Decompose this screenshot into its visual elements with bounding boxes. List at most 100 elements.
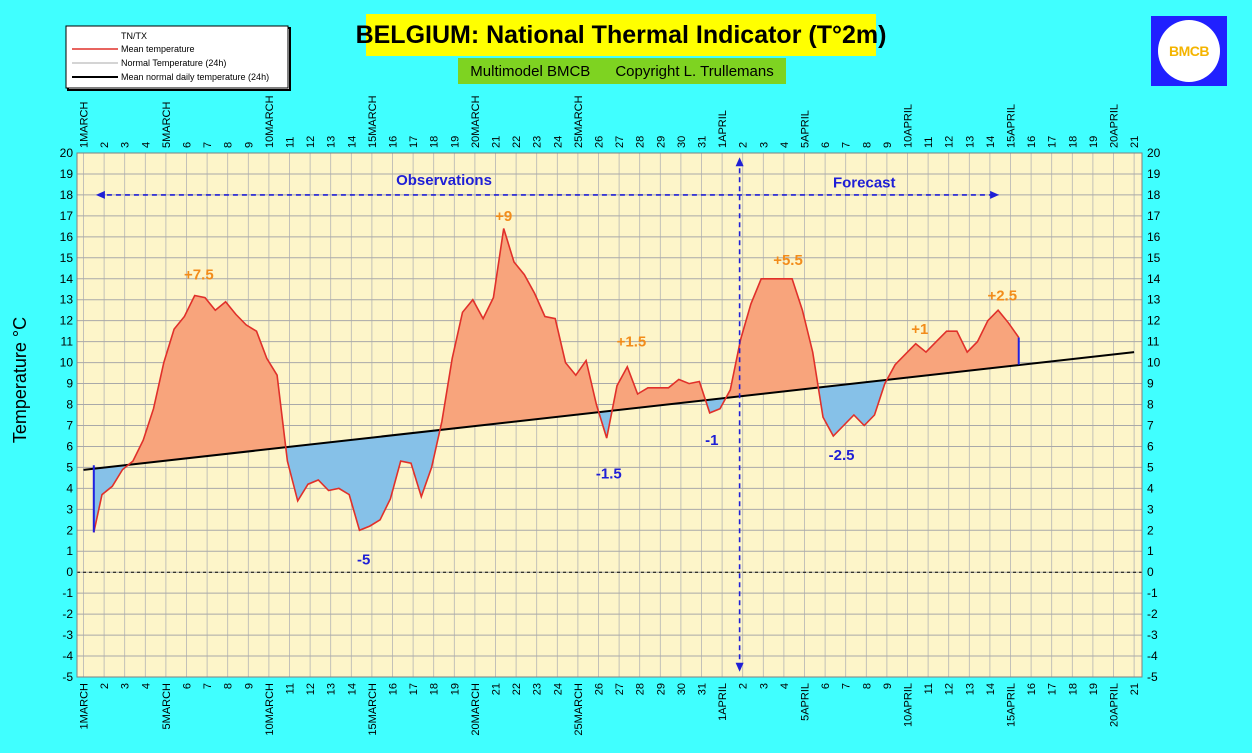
x-tick-label-top: 25MARCH	[573, 95, 585, 148]
x-tick-label-top: 9	[243, 142, 255, 148]
x-tick-label-bottom: 5MARCH	[161, 683, 173, 730]
y-tick-label-left: 18	[60, 188, 74, 202]
y-tick-label-left: 3	[66, 502, 73, 516]
chart-annotation: +2.5	[987, 288, 1017, 305]
x-tick-label-bottom: 30	[676, 683, 688, 695]
x-tick-label-bottom: 10APRIL	[903, 683, 915, 727]
x-tick-label-top: 23	[532, 136, 544, 148]
x-tick-label-bottom: 18	[429, 683, 441, 695]
x-tick-label-top: 29	[655, 136, 667, 148]
x-tick-label-bottom: 14	[985, 683, 997, 695]
x-tick-label-bottom: 11	[923, 683, 935, 694]
y-tick-label-left: -2	[62, 607, 73, 621]
y-tick-label-right: 9	[1147, 377, 1154, 391]
chart-annotation: Observations	[396, 172, 492, 189]
x-tick-label-bottom: 2	[738, 683, 750, 689]
y-tick-label-right: 0	[1147, 565, 1154, 579]
x-tick-label-bottom: 20APRIL	[1109, 683, 1121, 727]
y-tick-label-left: 2	[66, 523, 73, 537]
x-tick-label-bottom: 5APRIL	[800, 683, 812, 721]
chart-annotation: +5.5	[773, 252, 803, 269]
x-tick-label-bottom: 28	[635, 683, 647, 695]
x-tick-label-top: 22	[511, 136, 523, 148]
x-tick-label-bottom: 1MARCH	[79, 683, 91, 730]
x-tick-label-bottom: 18	[1067, 683, 1079, 695]
y-tick-label-right: 16	[1147, 230, 1161, 244]
x-tick-label-bottom: 21	[491, 683, 503, 695]
x-tick-label-top: 7	[841, 142, 853, 148]
y-tick-label-right: 1	[1147, 544, 1154, 558]
y-tick-label-left: 13	[60, 293, 74, 307]
x-tick-label-bottom: 1APRIL	[717, 683, 729, 721]
x-tick-label-top: 8	[223, 142, 235, 148]
x-tick-label-bottom: 6	[820, 683, 832, 689]
x-tick-label-bottom: 15MARCH	[367, 683, 379, 736]
y-tick-label-right: 3	[1147, 502, 1154, 516]
y-tick-label-right: 18	[1147, 188, 1161, 202]
x-tick-label-bottom: 19	[1088, 683, 1100, 695]
x-tick-label-bottom: 7	[202, 683, 214, 689]
x-tick-label-top: 16	[1026, 136, 1038, 148]
x-tick-label-bottom: 13	[964, 683, 976, 695]
y-tick-label-right: 11	[1147, 335, 1160, 349]
x-tick-label-bottom: 9	[243, 683, 255, 689]
x-tick-label-top: 4	[140, 142, 152, 148]
x-tick-label-bottom: 7	[841, 683, 853, 689]
x-tick-label-top: 26	[594, 136, 606, 148]
x-tick-label-top: 10APRIL	[903, 104, 915, 148]
x-tick-label-top: 30	[676, 136, 688, 148]
y-tick-label-left: 15	[60, 251, 74, 265]
y-tick-label-left: 7	[66, 418, 73, 432]
legend-entry: Mean normal daily temperature (24h)	[121, 72, 269, 82]
plot-border	[76, 152, 1143, 678]
chart-subtitle: Multimodel BMCB Copyright L. Trullemans	[458, 58, 786, 84]
x-tick-label-bottom: 8	[861, 683, 873, 689]
y-tick-label-left: 10	[60, 356, 74, 370]
y-tick-label-left: 17	[60, 209, 74, 223]
x-tick-label-bottom: 2	[99, 683, 111, 689]
chart-annotation: +1.5	[617, 334, 647, 351]
x-tick-label-top: 21	[491, 136, 503, 148]
x-tick-label-top: 31	[697, 136, 709, 148]
chart-title: BELGIUM: National Thermal Indicator (T°2…	[356, 14, 886, 56]
y-tick-label-left: -1	[62, 586, 73, 600]
bmcb-logo-text: BMCB	[1158, 20, 1220, 82]
mean-temperature-line	[93, 228, 1020, 533]
x-tick-label-bottom: 26	[594, 683, 606, 695]
x-tick-label-top: 19	[449, 136, 461, 148]
x-tick-label-top: 10MARCH	[264, 95, 276, 148]
bmcb-logo: BMCB	[1151, 16, 1227, 86]
y-tick-label-right: 12	[1147, 314, 1161, 328]
y-tick-label-left: 9	[66, 377, 73, 391]
y-tick-label-right: 19	[1147, 167, 1161, 181]
y-tick-label-right: -5	[1147, 670, 1158, 684]
x-tick-label-bottom: 11	[285, 683, 297, 694]
y-tick-label-right: 7	[1147, 418, 1154, 432]
x-tick-label-bottom: 9	[882, 683, 894, 689]
y-tick-label-right: 10	[1147, 356, 1161, 370]
y-tick-label-right: 4	[1147, 481, 1154, 495]
x-tick-label-top: 28	[635, 136, 647, 148]
x-tick-label-top: 13	[964, 136, 976, 148]
x-tick-label-bottom: 20MARCH	[470, 683, 482, 736]
chart-annotation: -1	[705, 432, 718, 449]
chart-annotation: -1.5	[596, 466, 622, 483]
x-tick-label-top: 4	[779, 142, 791, 148]
x-tick-label-top: 2	[738, 142, 750, 148]
y-tick-label-right: -4	[1147, 649, 1158, 663]
x-tick-label-bottom: 12	[944, 683, 956, 695]
y-tick-label-left: 8	[66, 398, 73, 412]
x-tick-label-bottom: 4	[779, 683, 791, 689]
x-tick-label-top: 6	[820, 142, 832, 148]
legend-entry: Normal Temperature (24h)	[121, 58, 226, 68]
y-tick-label-left: 14	[60, 272, 74, 286]
x-tick-label-top: 5MARCH	[161, 101, 173, 148]
y-tick-label-right: 13	[1147, 293, 1161, 307]
y-tick-label-right: 2	[1147, 523, 1154, 537]
x-tick-label-top: 7	[202, 142, 214, 148]
x-tick-label-top: 18	[429, 136, 441, 148]
y-axis-label: Temperature °C	[10, 317, 30, 443]
y-tick-label-left: 6	[66, 439, 73, 453]
chart-annotation: +1	[911, 321, 928, 338]
x-tick-label-top: 19	[1088, 136, 1100, 148]
